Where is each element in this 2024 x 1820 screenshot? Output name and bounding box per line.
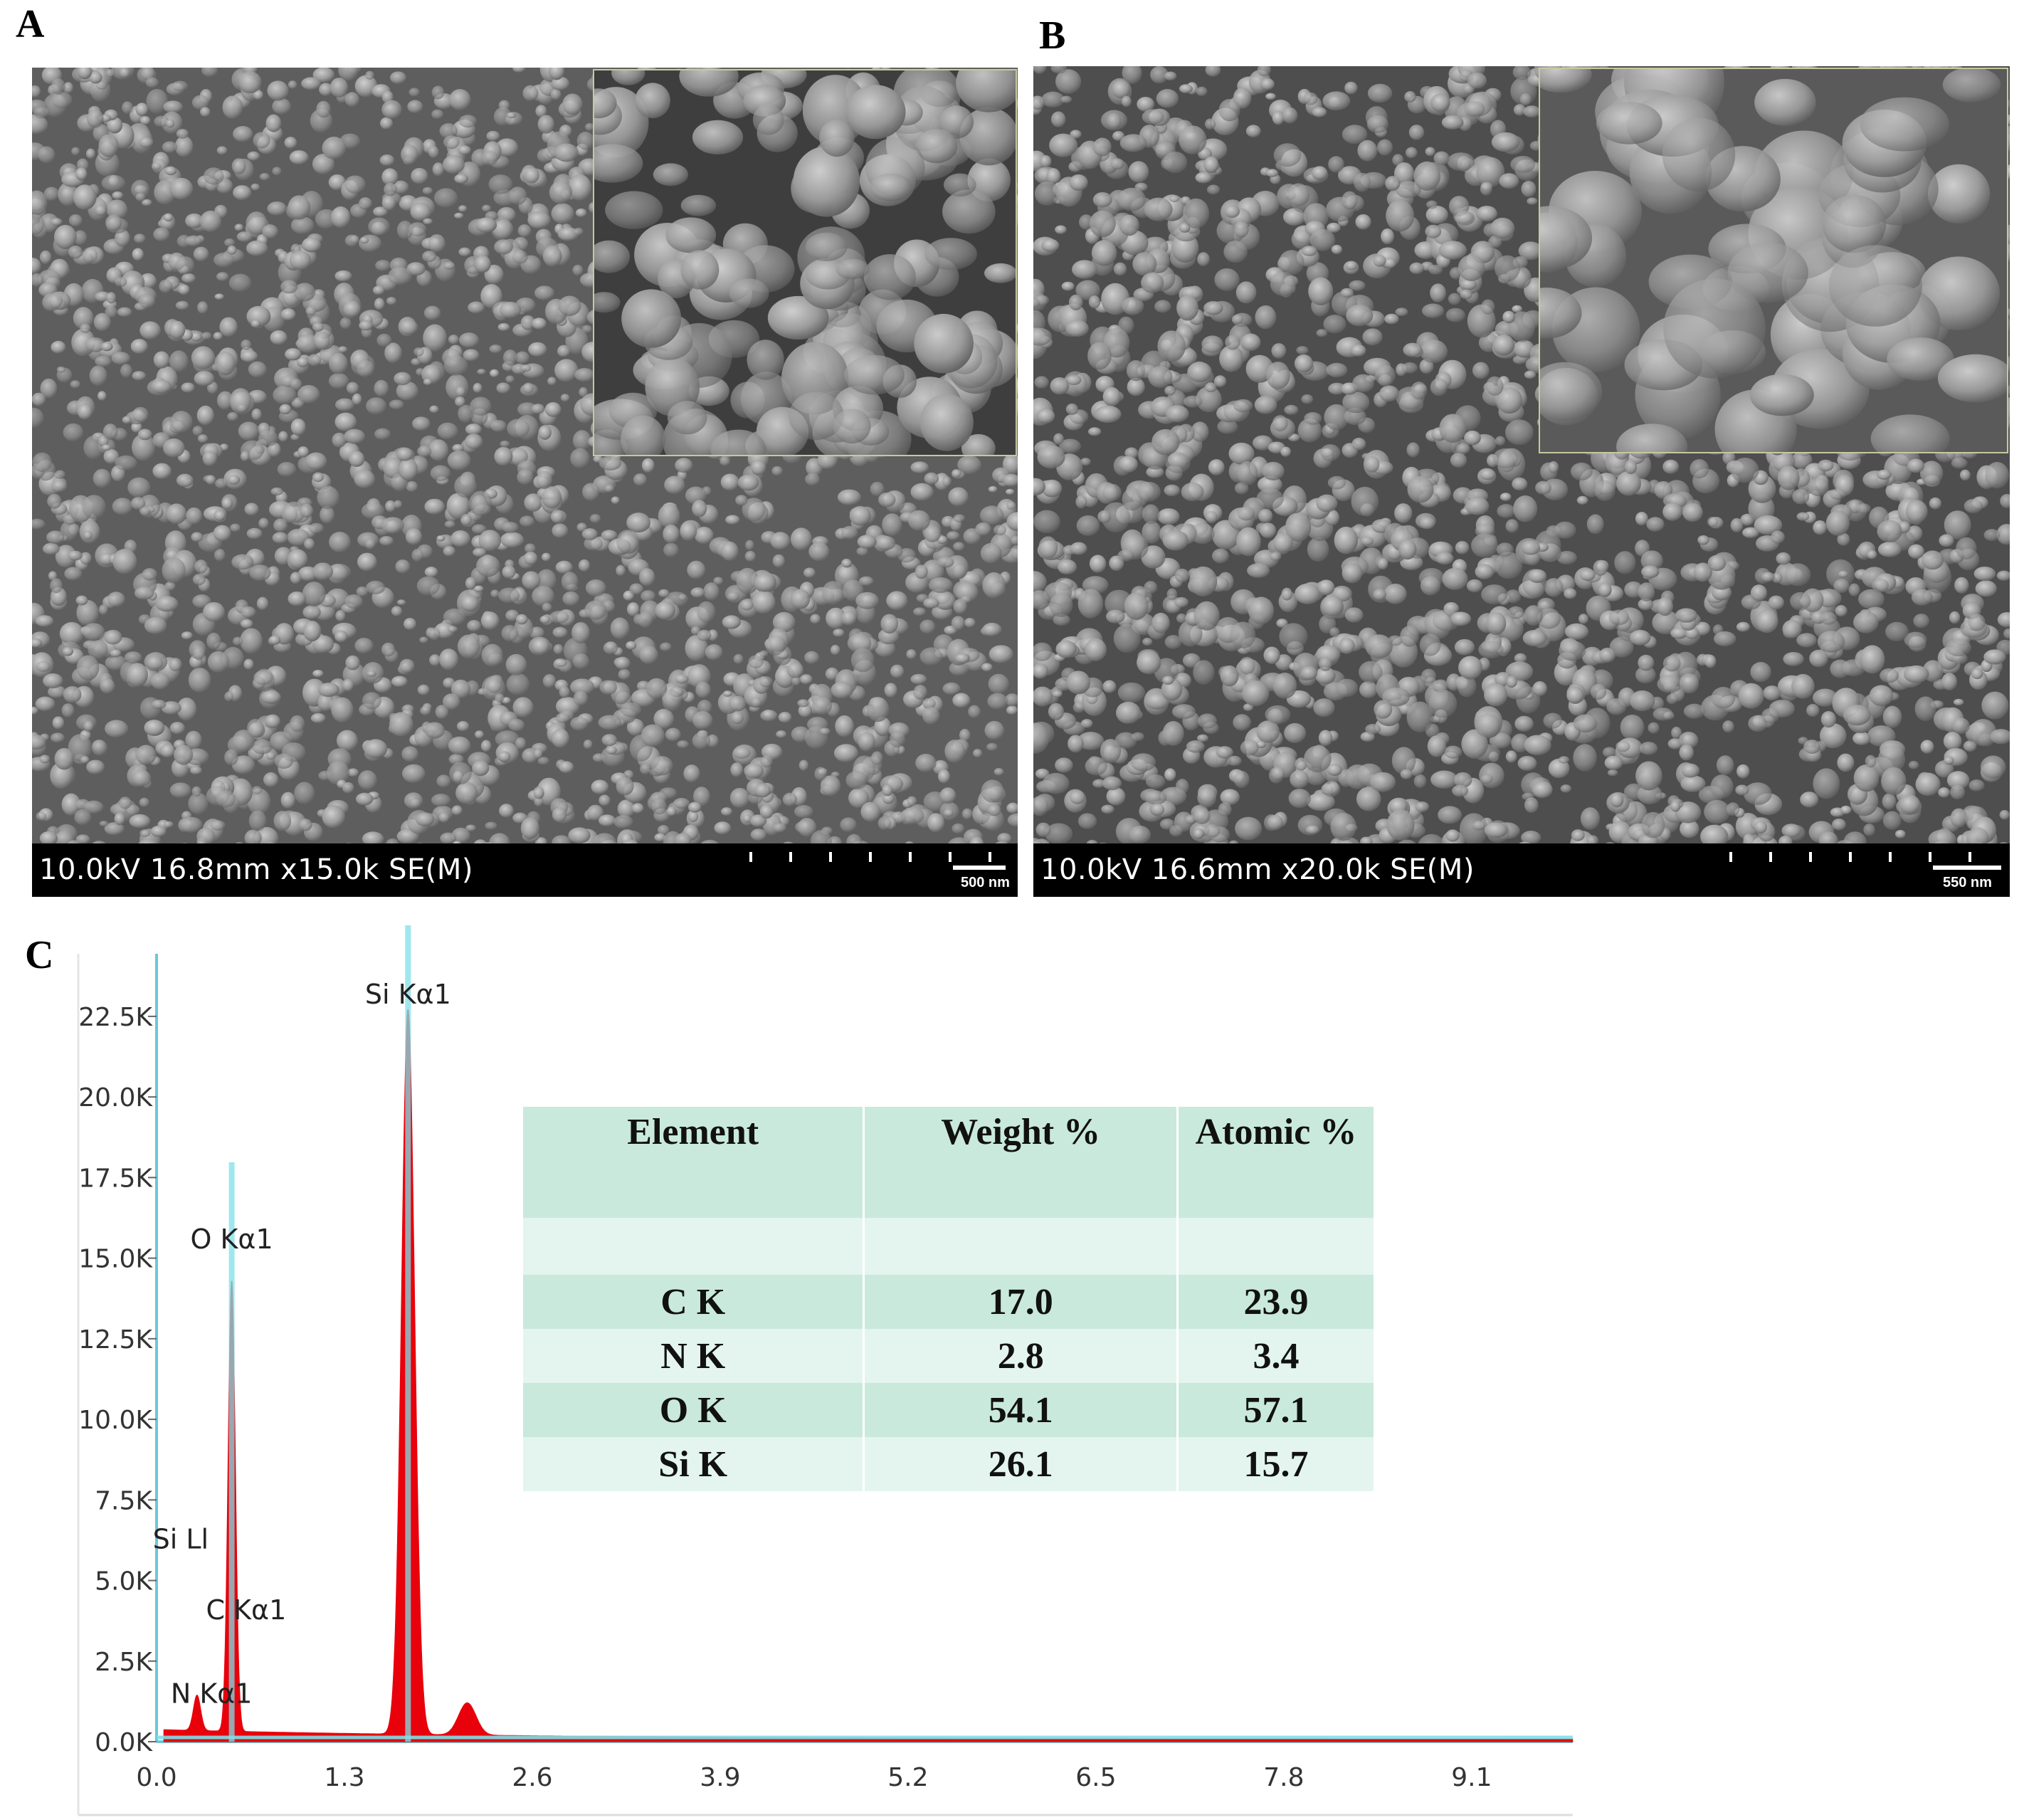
- table-cell-weight: 2.8: [863, 1329, 1179, 1383]
- peak-marker: [228, 1162, 235, 1742]
- peak-label: Si Kα1: [365, 979, 451, 1010]
- table-header-atomic: Atomic %: [1177, 1107, 1374, 1218]
- sem-inset-a: [593, 69, 1017, 456]
- table-header-element: Element: [523, 1107, 865, 1218]
- y-tick-label: 20.0K: [78, 1083, 153, 1112]
- table-cell-element: O K: [523, 1383, 865, 1437]
- x-tick-label: 5.2: [887, 1763, 928, 1792]
- scale-bar-a: 500 nm: [715, 843, 1014, 897]
- sem-inset-texture-a: [594, 70, 1016, 455]
- y-tick-label: 12.5K: [78, 1325, 153, 1355]
- table-row: C K 17.0 23.9: [523, 1275, 1374, 1329]
- peak-label: O Kα1: [191, 1224, 273, 1255]
- y-tick-label: 5.0K: [95, 1567, 153, 1597]
- sem-meta-b: 10.0kV 16.6mm x20.0k SE(M): [1040, 853, 1475, 886]
- table-cell-weight: 26.1: [863, 1437, 1179, 1491]
- scale-label-a: 500 nm: [961, 875, 1010, 890]
- sem-inset-texture-b: [1540, 69, 2007, 452]
- table-header-row: Element Weight % Atomic %: [523, 1107, 1374, 1218]
- table-cell-weight: 54.1: [863, 1383, 1179, 1437]
- peak-label: N Kα1: [171, 1678, 253, 1710]
- eds-spectrum-chart: 0.0K 2.5K 5.0K 7.5K 10.0K 12.5K 15.0K 17.5K 20.0…: [0, 925, 2024, 1820]
- table-row: Si K 26.1 15.7: [523, 1437, 1374, 1491]
- scale-label-b: 550 nm: [1943, 875, 1992, 890]
- sem-meta-a: 10.0kV 16.8mm x15.0k SE(M): [39, 853, 474, 886]
- sem-inset-b: [1539, 68, 2008, 453]
- x-tick-label: 6.5: [1075, 1763, 1116, 1792]
- panel-letter-b: B: [1039, 14, 1066, 58]
- x-tick-label: 9.1: [1451, 1763, 1492, 1792]
- y-tick-label: 7.5K: [95, 1486, 153, 1515]
- table-cell-atomic: 15.7: [1177, 1437, 1374, 1491]
- scale-ticks-a: [749, 852, 1006, 870]
- panel-letter-c: C: [25, 933, 54, 977]
- x-tick-label: 7.8: [1263, 1763, 1304, 1792]
- table-cell-element: C K: [523, 1275, 865, 1329]
- peak-label: Si Ll: [153, 1523, 209, 1555]
- table-cell-atomic: 23.9: [1177, 1275, 1374, 1329]
- sem-image-a: 10.0kV 16.8mm x15.0k SE(M) 500 nm: [32, 68, 1018, 897]
- sem-infobar-a: 10.0kV 16.8mm x15.0k SE(M) 500 nm: [32, 843, 1018, 897]
- scale-ticks-b: [1729, 852, 2001, 870]
- table-row: N K 2.8 3.4: [523, 1329, 1374, 1383]
- table-row: O K 54.1 57.1: [523, 1383, 1374, 1437]
- sem-image-b: 10.0kV 16.6mm x20.0k SE(M) 550 nm: [1033, 66, 2010, 897]
- eds-spectrum-svg: 0.0K 2.5K 5.0K 7.5K 10.0K 12.5K 15.0K 17.5K 20.0…: [77, 925, 1574, 1816]
- y-tick-label: 0.0K: [95, 1728, 153, 1757]
- sem-infobar-b: 10.0kV 16.6mm x20.0k SE(M) 550 nm: [1033, 843, 2010, 897]
- y-tick-label: 22.5K: [78, 1003, 153, 1032]
- y-tick-label: 2.5K: [95, 1648, 153, 1677]
- table-cell-atomic: 57.1: [1177, 1383, 1374, 1437]
- eds-table: Element Weight % Atomic % C K 17.0 23.9 …: [523, 1107, 1374, 1491]
- x-tick-label: 1.3: [324, 1763, 364, 1792]
- x-tick-label: 2.6: [512, 1763, 552, 1792]
- table-cell-element: Si K: [523, 1437, 865, 1491]
- y-tick-label: 17.5K: [78, 1164, 153, 1193]
- panel-letter-a: A: [16, 2, 45, 46]
- y-tick-label: 15.0K: [78, 1245, 153, 1274]
- table-cell-weight: 17.0: [863, 1275, 1179, 1329]
- scale-bar-b: 550 nm: [1717, 843, 2008, 897]
- peak-marker: [405, 925, 411, 1742]
- y-tick-label: 10.0K: [78, 1406, 153, 1435]
- peak-label: C Kα1: [206, 1594, 287, 1626]
- table-cell-element: N K: [523, 1329, 865, 1383]
- table-spacer-row: [523, 1218, 1374, 1275]
- table-header-weight: Weight %: [863, 1107, 1179, 1218]
- table-cell-atomic: 3.4: [1177, 1329, 1374, 1383]
- x-tick-label: 0.0: [136, 1763, 176, 1792]
- x-tick-label: 3.9: [700, 1763, 740, 1792]
